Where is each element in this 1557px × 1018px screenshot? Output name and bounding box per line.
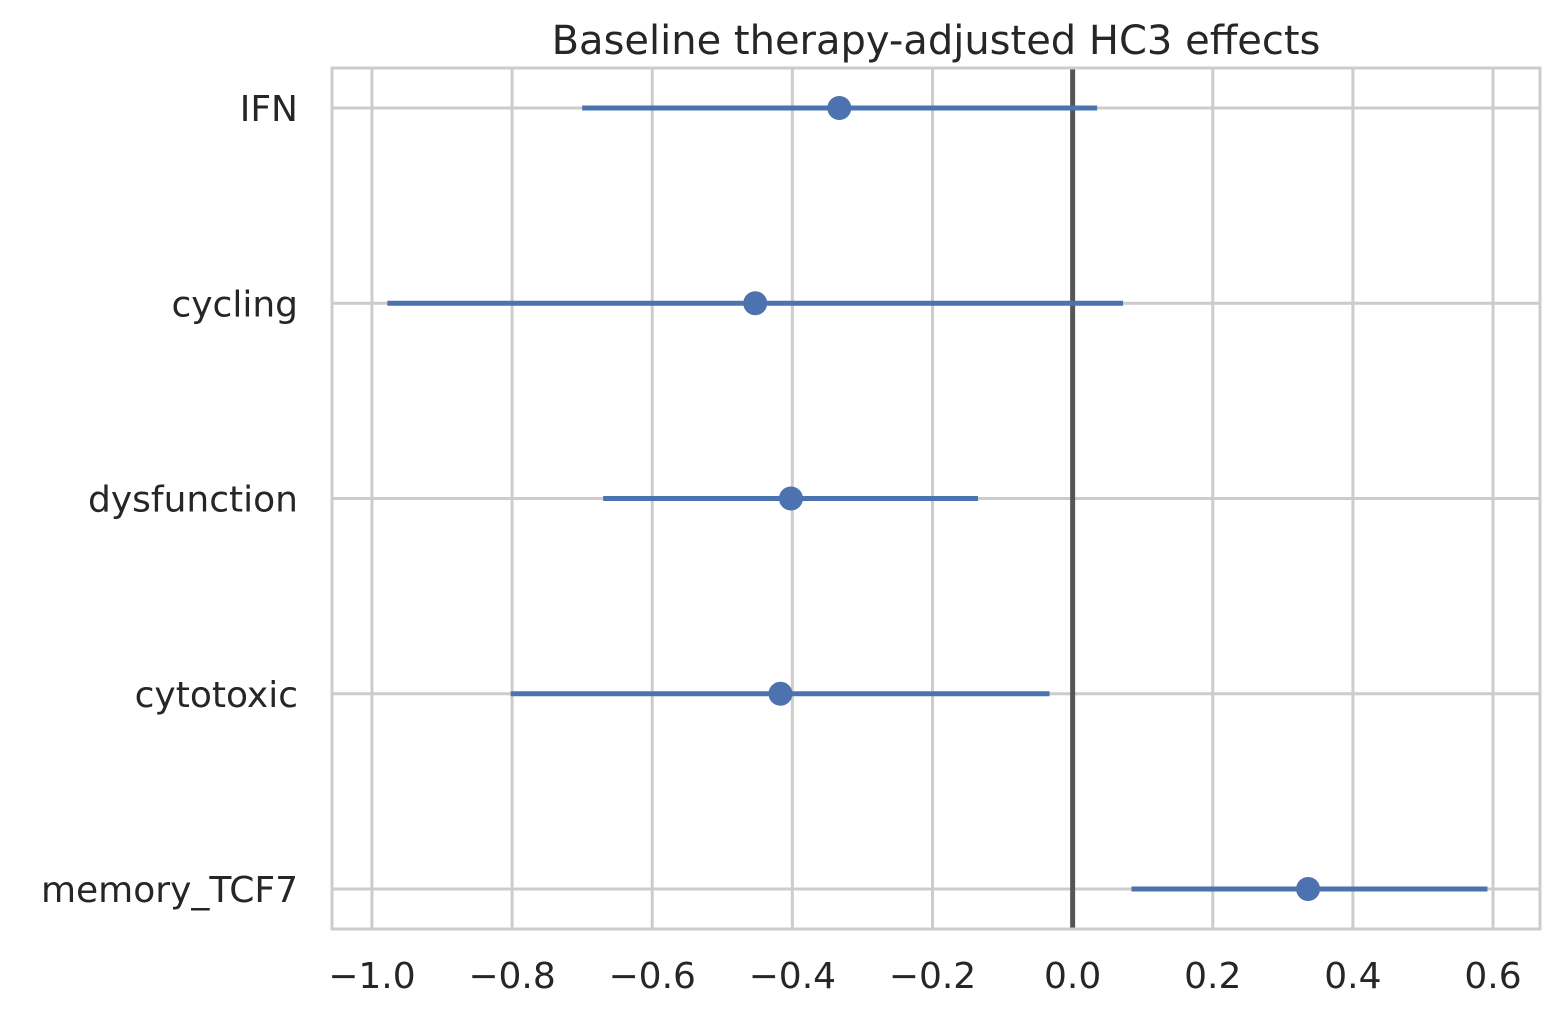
estimate-point bbox=[827, 96, 852, 120]
x-tick-label: 0.4 bbox=[1324, 956, 1381, 997]
x-tick-label: −0.4 bbox=[749, 956, 836, 997]
estimate-point bbox=[768, 681, 793, 706]
x-axis-tick-labels: −1.0 −0.8 −0.6 −0.4 −0.2 0.0 0.2 0.4 0.6 bbox=[328, 956, 1521, 997]
x-tick-label: 0.0 bbox=[1044, 956, 1101, 997]
plot-border bbox=[330, 66, 1542, 931]
y-category-label: IFN bbox=[240, 89, 298, 130]
data-marks bbox=[387, 96, 1488, 901]
y-category-label: memory_TCF7 bbox=[41, 870, 298, 911]
x-tick-label: −1.0 bbox=[328, 956, 415, 997]
y-category-label: dysfunction bbox=[88, 480, 298, 521]
estimate-point bbox=[1296, 877, 1321, 901]
estimate-point bbox=[743, 291, 768, 316]
x-tick-label: −0.2 bbox=[889, 956, 976, 997]
x-tick-label: 0.6 bbox=[1464, 956, 1521, 997]
y-category-label: cytotoxic bbox=[135, 675, 298, 716]
x-tick-label: −0.8 bbox=[468, 956, 555, 997]
y-category-label: cycling bbox=[171, 284, 298, 325]
y-axis-tick-labels: IFN cycling dysfunction cytotoxic memory_TCF… bbox=[41, 89, 298, 911]
x-tick-label: 0.2 bbox=[1184, 956, 1241, 997]
estimate-point bbox=[778, 486, 803, 511]
plot-frame bbox=[330, 66, 1542, 931]
x-tick-label: −0.6 bbox=[609, 956, 696, 997]
chart-title: Baseline therapy-adjusted HC3 effects bbox=[552, 18, 1321, 64]
